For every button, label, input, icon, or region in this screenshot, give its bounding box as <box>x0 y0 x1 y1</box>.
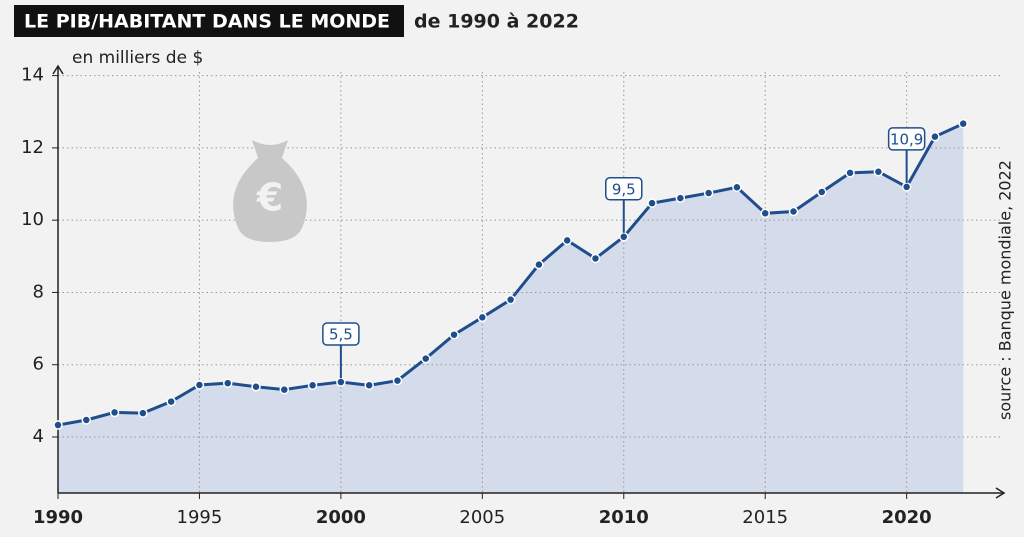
point <box>590 253 601 264</box>
point <box>307 380 318 391</box>
point <box>505 294 516 305</box>
point <box>873 166 884 177</box>
y-tick-label: 4 <box>33 426 44 447</box>
plot: 4 6 8 10 12 14 1990 1995 2000 2005 2010 2015 2020 5,5… <box>21 64 1006 528</box>
x-tick-label: 2005 <box>459 507 505 528</box>
y-tick-label: 14 <box>21 65 44 86</box>
point <box>958 118 968 129</box>
chart-subtitle: de 1990 à 2022 <box>414 11 579 33</box>
y-axis-label: en milliers de $ <box>72 48 203 68</box>
chart-title: LE PIB/HABITANT DANS LE MONDE <box>24 11 390 33</box>
point <box>449 329 459 340</box>
point <box>222 378 233 388</box>
area <box>58 123 964 493</box>
point <box>930 131 940 142</box>
point <box>760 208 770 219</box>
point <box>109 407 120 418</box>
y-tick-label: 12 <box>21 137 44 158</box>
point <box>901 182 912 192</box>
point <box>166 396 176 407</box>
point <box>392 375 403 386</box>
y-tick-label: 8 <box>33 281 44 302</box>
point <box>477 312 488 323</box>
svg-text:€: € <box>256 176 283 220</box>
point <box>194 380 205 390</box>
title-box <box>14 5 404 37</box>
point <box>817 187 827 197</box>
label-box <box>887 127 926 151</box>
y-tick-label: 6 <box>33 354 44 375</box>
label-box <box>605 177 643 201</box>
x-tick-label: 1995 <box>177 507 223 528</box>
point <box>138 408 148 418</box>
y-tick-label: 10 <box>21 209 44 230</box>
point <box>788 206 799 217</box>
point <box>364 380 374 391</box>
x-axis-arrow <box>995 487 1006 499</box>
point <box>732 182 742 193</box>
point <box>845 168 855 178</box>
x-tick-label: 1990 <box>33 507 83 528</box>
x-tick-label: 2020 <box>882 507 932 528</box>
source: source : Banque mondiale, 2022 <box>996 160 1015 420</box>
point <box>279 384 290 395</box>
point <box>81 415 92 425</box>
point <box>336 377 346 387</box>
money-bag-icon: € <box>233 140 307 242</box>
point <box>251 382 261 392</box>
point <box>534 259 544 270</box>
x-tick-label: 2015 <box>742 507 788 528</box>
data-label: 10,9 <box>890 130 923 148</box>
point <box>420 353 431 364</box>
point <box>53 420 63 430</box>
label-box <box>322 322 360 346</box>
data-label: 9,5 <box>612 180 636 198</box>
point <box>675 193 686 203</box>
x-tick-label: 2010 <box>599 507 649 528</box>
point <box>703 188 714 198</box>
point <box>647 198 657 208</box>
x-tick-label: 2000 <box>316 507 366 528</box>
point <box>619 232 629 242</box>
y-axis-arrow <box>52 64 64 75</box>
data-label: 5,5 <box>329 326 353 344</box>
point <box>562 235 572 246</box>
